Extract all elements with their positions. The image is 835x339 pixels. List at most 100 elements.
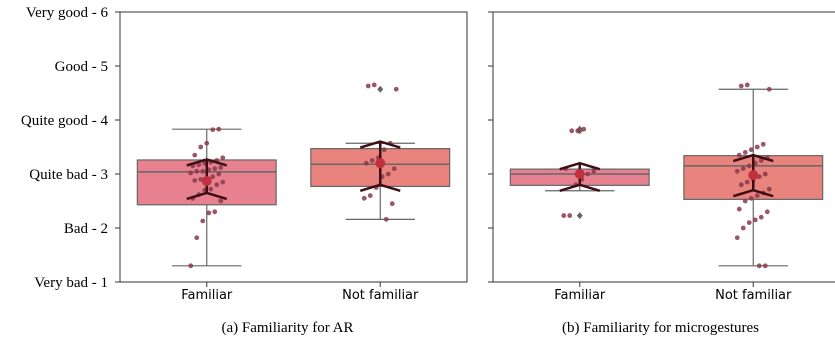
data-point	[766, 86, 772, 92]
chart-familiarity-microgestures: Familiar Not familiar (b) Familiarity for …	[488, 11, 835, 336]
data-point	[754, 144, 760, 150]
data-point	[194, 168, 200, 174]
data-point	[196, 162, 202, 168]
data-point	[391, 166, 397, 172]
data-point	[748, 195, 754, 201]
data-point	[192, 178, 198, 183]
data-point	[200, 218, 206, 224]
data-point	[748, 147, 754, 153]
data-point	[738, 182, 744, 188]
data-point	[385, 171, 391, 177]
data-point	[585, 171, 591, 177]
y-tick-label: Quite bad - 3	[29, 167, 108, 183]
data-point	[218, 165, 224, 170]
data-point	[746, 220, 752, 226]
y-tick-label: Bad - 2	[64, 221, 108, 237]
data-point	[367, 193, 373, 199]
y-tick-label: Very bad - 1	[34, 275, 108, 291]
ci-cap-high	[359, 140, 401, 149]
data-point	[220, 155, 226, 161]
data-point	[363, 160, 369, 166]
data-point	[569, 128, 575, 134]
data-point	[389, 201, 395, 207]
mean-marker	[748, 170, 759, 181]
chart-caption: (a) Familiarity for AR	[221, 320, 353, 336]
data-point	[216, 171, 222, 177]
chart-familiarity-ar: Very bad - 1 Bad - 2 Quite bad - 3 Quite go…	[21, 5, 468, 336]
data-point	[198, 144, 204, 150]
x-tick-label: Not familiar	[342, 288, 419, 303]
x-tick-label: Not familiar	[715, 288, 792, 303]
ci-cap-low	[732, 188, 774, 198]
data-point	[365, 83, 371, 89]
data-point	[736, 152, 742, 158]
data-point	[381, 147, 387, 153]
data-point	[208, 186, 214, 192]
data-point	[220, 179, 226, 185]
data-point	[766, 186, 772, 192]
data-point	[764, 209, 770, 215]
data-point	[369, 158, 375, 163]
data-point	[192, 152, 198, 158]
ci-cap-low	[359, 183, 401, 192]
data-point	[744, 179, 750, 185]
data-point	[740, 225, 746, 231]
data-point	[762, 171, 768, 177]
x-tick-label: Familiar	[554, 288, 606, 303]
data-point	[188, 263, 194, 269]
data-point	[738, 83, 744, 89]
data-point	[758, 214, 764, 220]
data-point	[361, 195, 367, 201]
plot-frame	[119, 11, 468, 283]
y-tick-label: Quite good - 4	[21, 113, 109, 129]
mean-marker	[574, 169, 585, 179]
ci-cap-low	[559, 183, 601, 192]
data-point	[210, 174, 216, 180]
data-point	[754, 193, 760, 199]
data-point	[393, 86, 399, 92]
data-point	[567, 213, 573, 218]
ci-cap-low	[186, 191, 228, 201]
plot-frame	[492, 11, 835, 283]
data-point	[762, 263, 768, 269]
ci-cap-high	[559, 161, 601, 171]
data-point	[206, 210, 212, 216]
data-point	[591, 168, 597, 174]
data-point	[734, 168, 740, 174]
data-point	[200, 168, 206, 174]
flier-point	[377, 85, 384, 93]
data-point	[214, 182, 220, 188]
x-tick-label: Familiar	[181, 288, 233, 303]
data-point	[204, 140, 210, 146]
mean-marker	[375, 158, 386, 169]
data-point	[218, 198, 224, 204]
data-point	[194, 235, 200, 241]
y-tick-label: Very good - 6	[26, 5, 109, 21]
data-point	[188, 170, 194, 176]
data-point	[740, 166, 746, 172]
flier-point	[576, 212, 583, 220]
y-tick-label: Good - 5	[55, 59, 108, 75]
data-point	[383, 216, 389, 222]
mean-marker	[201, 176, 212, 187]
data-point	[575, 128, 581, 134]
data-point	[210, 127, 216, 133]
data-point	[758, 158, 764, 163]
data-point	[742, 198, 748, 204]
data-point	[371, 82, 377, 88]
chart-caption: (b) Familiarity for microgestures	[562, 320, 759, 336]
data-point	[212, 209, 218, 215]
data-point	[736, 206, 742, 212]
data-point	[746, 163, 752, 169]
data-point	[212, 166, 218, 172]
data-point	[756, 263, 762, 269]
ci-cap-high	[732, 153, 774, 163]
data-point	[744, 82, 750, 88]
data-point	[581, 126, 587, 132]
data-point	[561, 213, 567, 218]
data-point	[734, 235, 740, 241]
data-point	[216, 126, 222, 132]
ci-cap-high	[186, 158, 228, 167]
data-point	[742, 150, 748, 155]
